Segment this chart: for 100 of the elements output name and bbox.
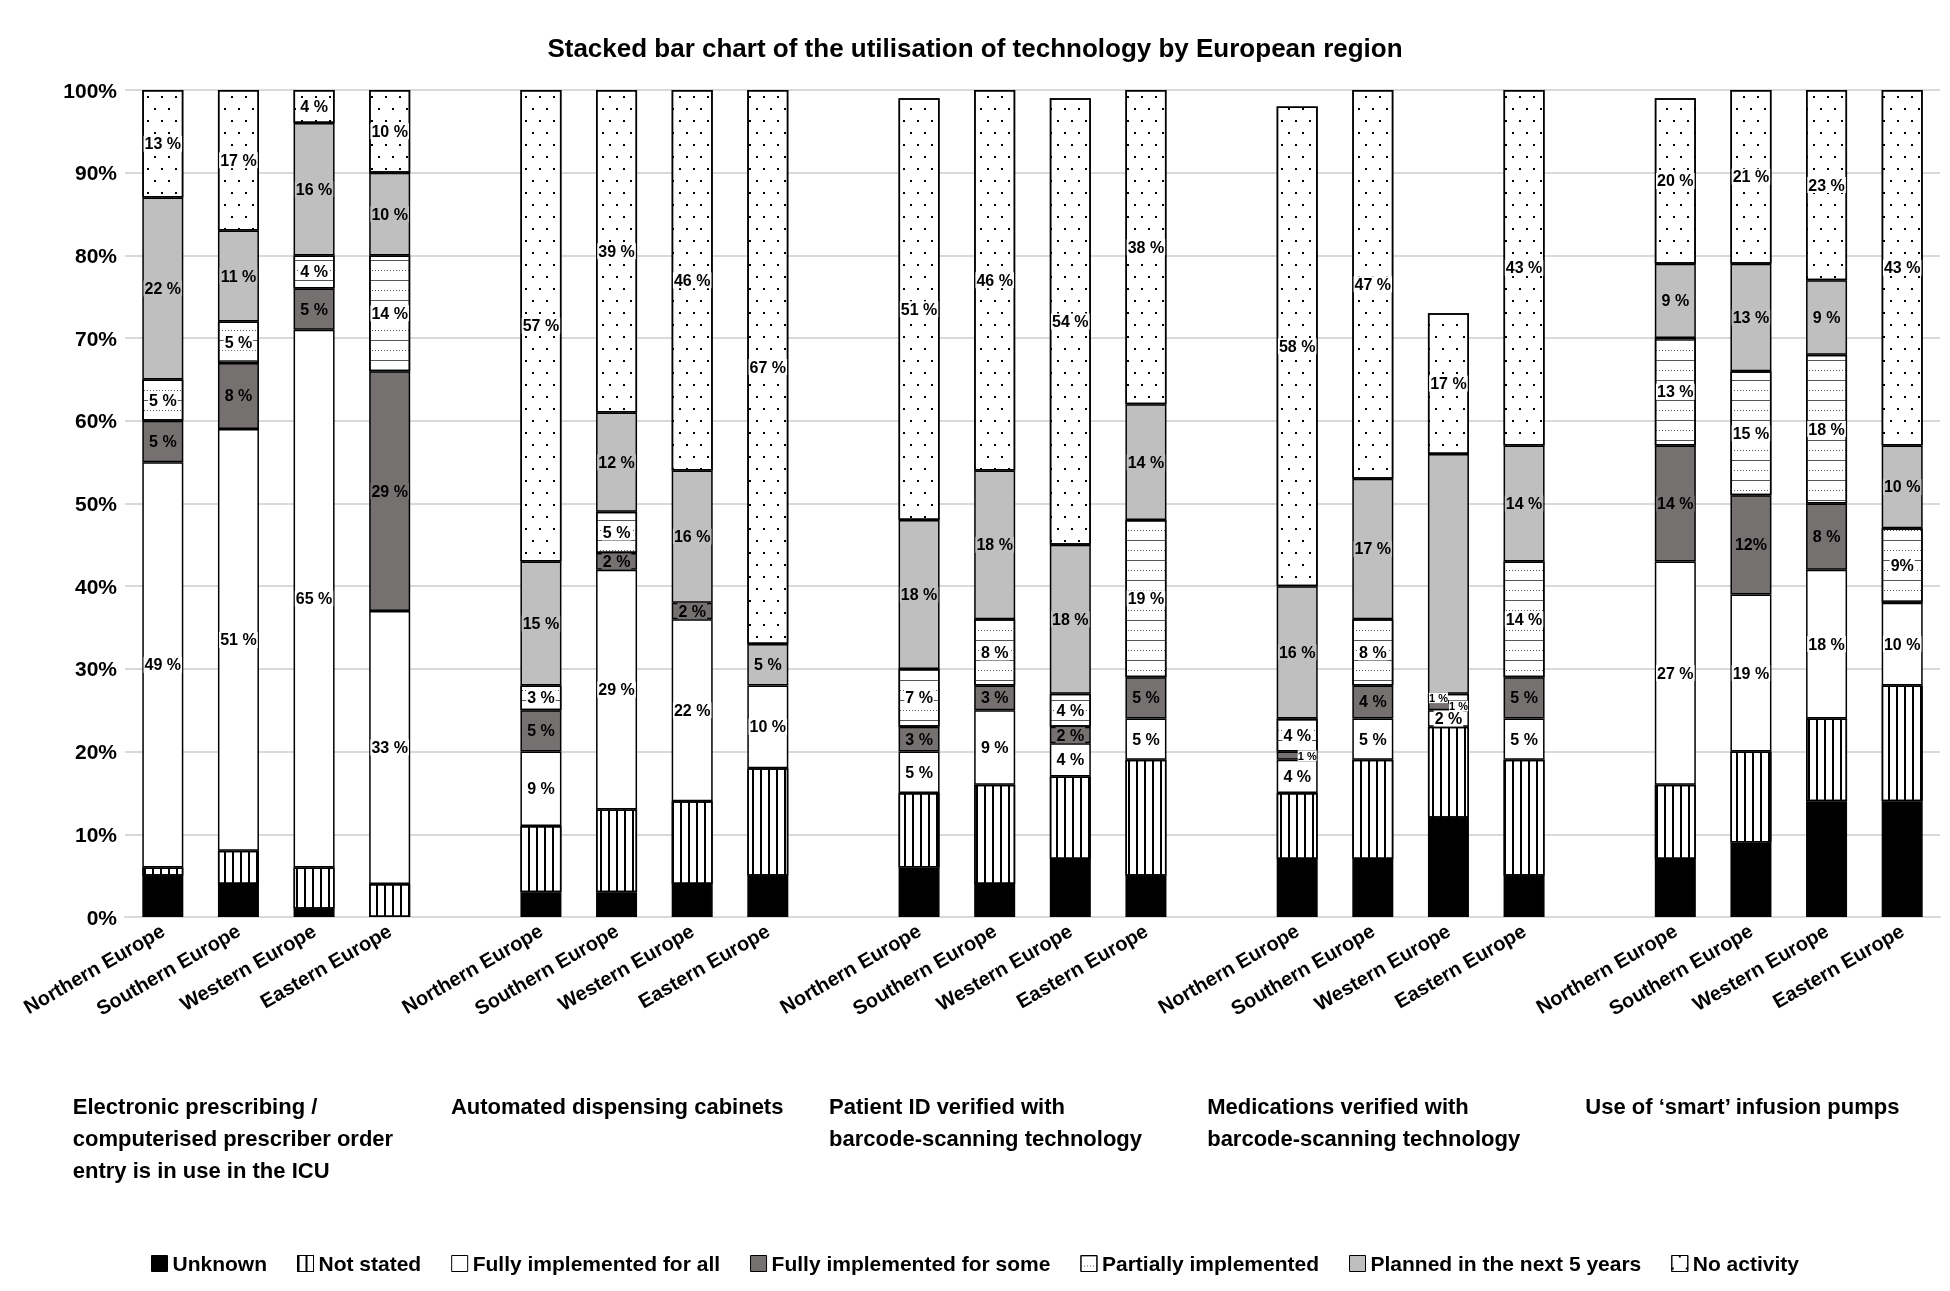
data-label: 57 %: [522, 317, 560, 335]
data-label: 5 %: [754, 656, 782, 674]
data-label: 18 %: [976, 536, 1013, 554]
text: Medications verified with barcode-scanning technology: [1207, 1093, 1521, 1151]
data-label: 54 %: [1052, 313, 1089, 331]
data-label: 58 %: [1278, 337, 1316, 355]
data-label: 12%: [1734, 536, 1767, 554]
legend-label: Planned in the next 5 years: [1370, 1252, 1642, 1275]
text: Use of ‘smart’ infusion pumps: [1585, 1093, 1900, 1119]
data-label: 2 %: [1434, 710, 1463, 728]
data-label: 9%: [1890, 557, 1914, 575]
legend-label: Partially implemented: [1101, 1252, 1320, 1275]
data-label: 38 %: [1127, 238, 1165, 256]
data-label: 19 %: [1127, 590, 1165, 608]
data-label: 43 %: [1505, 259, 1543, 277]
data-label: 19 %: [1732, 664, 1770, 682]
data-label: 14 %: [1657, 495, 1694, 512]
data-label: 17 %: [1430, 375, 1467, 393]
legend-label: Fully implemented for all: [472, 1252, 721, 1275]
data-label: 4 %: [1283, 726, 1311, 744]
data-label: 5 %: [905, 763, 933, 781]
chart-title: Stacked bar chart of the utilisation of technology by European region: [547, 33, 1403, 63]
data-label: 5 %: [602, 523, 631, 541]
data-label: 43 %: [1883, 259, 1921, 277]
legend-label: Not stated: [318, 1252, 422, 1275]
data-label: 13 %: [144, 135, 182, 153]
data-label: 5 %: [300, 300, 328, 318]
y-tick-label: 10%: [74, 822, 118, 846]
data-label: 4 %: [1359, 693, 1387, 711]
data-label: 10 %: [371, 205, 408, 223]
data-label: 9 %: [1661, 292, 1690, 310]
y-tick-label: 60%: [74, 409, 118, 433]
data-label: 10 %: [1883, 478, 1921, 496]
data-label: 29 %: [598, 681, 635, 699]
data-label: 20 %: [1657, 172, 1694, 190]
data-label: 51 %: [220, 631, 257, 649]
data-label: 8 %: [1812, 528, 1841, 546]
data-label: 17 %: [220, 151, 257, 169]
data-label: 4 %: [1056, 701, 1085, 719]
data-label: 1 %: [1428, 691, 1449, 704]
data-label: 47 %: [1354, 275, 1392, 293]
data-label: 5 %: [1132, 730, 1160, 748]
data-label: 16 %: [673, 528, 711, 546]
data-label: 22 %: [144, 279, 182, 297]
data-label: 2 %: [602, 552, 631, 570]
data-label: 39 %: [598, 242, 635, 260]
data-label: 18 %: [900, 585, 938, 603]
data-label: 3 %: [980, 689, 1009, 707]
data-label: 3 %: [527, 689, 555, 707]
data-label: 16 %: [295, 180, 333, 198]
data-label: 49 %: [144, 656, 182, 674]
y-tick-label: 20%: [74, 740, 118, 764]
data-label: 1 %: [1448, 700, 1469, 713]
data-label: 2 %: [678, 602, 706, 620]
data-label: 5 %: [1359, 730, 1387, 748]
data-label: 4 %: [1056, 751, 1085, 769]
data-label: 5 %: [149, 432, 177, 450]
data-label: 22 %: [673, 701, 711, 719]
data-label: 4 %: [1283, 767, 1311, 785]
data-label: 4 %: [300, 263, 328, 281]
y-tick-label: 100%: [63, 78, 118, 102]
data-label: 5 %: [527, 722, 555, 740]
y-tick-label: 30%: [74, 657, 118, 681]
data-label: 1 %: [1297, 749, 1317, 762]
y-tick-label: 70%: [74, 326, 118, 350]
data-label: 11 %: [220, 267, 257, 285]
data-label: 23 %: [1808, 176, 1845, 194]
data-label: 10 %: [371, 122, 408, 140]
data-label: 10 %: [749, 718, 787, 736]
data-label: 51 %: [900, 300, 938, 318]
data-label: 10 %: [1883, 635, 1921, 653]
data-label: 12 %: [598, 453, 635, 471]
legend-label: Unknown: [172, 1252, 268, 1275]
data-label: 13 %: [1732, 308, 1770, 326]
data-label: 13 %: [1657, 383, 1694, 401]
data-label: 5 %: [149, 391, 177, 409]
data-label: 18 %: [1808, 420, 1845, 438]
text: Automated dispensing cabinets: [450, 1093, 784, 1119]
data-label: 16 %: [1278, 643, 1316, 661]
legend-label: No activity: [1692, 1252, 1800, 1275]
data-label: 5 %: [1132, 689, 1160, 707]
data-label: 14 %: [371, 304, 408, 322]
data-label: 5 %: [1510, 689, 1538, 707]
data-label: 2 %: [1056, 726, 1085, 744]
y-tick-label: 0%: [86, 905, 118, 929]
data-label: 5 %: [224, 333, 253, 351]
data-label: 5 %: [1510, 730, 1538, 748]
data-label: 29 %: [371, 482, 408, 500]
data-label: 67 %: [749, 358, 787, 376]
y-tick-label: 40%: [74, 574, 118, 598]
data-label: 46 %: [673, 271, 711, 289]
text: Patient ID verified with barcode-scanning technology: [829, 1093, 1143, 1151]
data-label: 8 %: [224, 387, 253, 405]
data-label: 17 %: [1354, 540, 1392, 558]
data-label: 15 %: [1732, 424, 1770, 442]
y-tick-label: 90%: [74, 161, 118, 185]
data-label: 18 %: [1808, 635, 1845, 653]
legend-label: Fully implemented for some: [771, 1252, 1051, 1275]
data-label: 21 %: [1732, 168, 1770, 186]
text: Electronic prescribing / computerised prescriber order entry is in use in the ICU: [72, 1093, 400, 1183]
